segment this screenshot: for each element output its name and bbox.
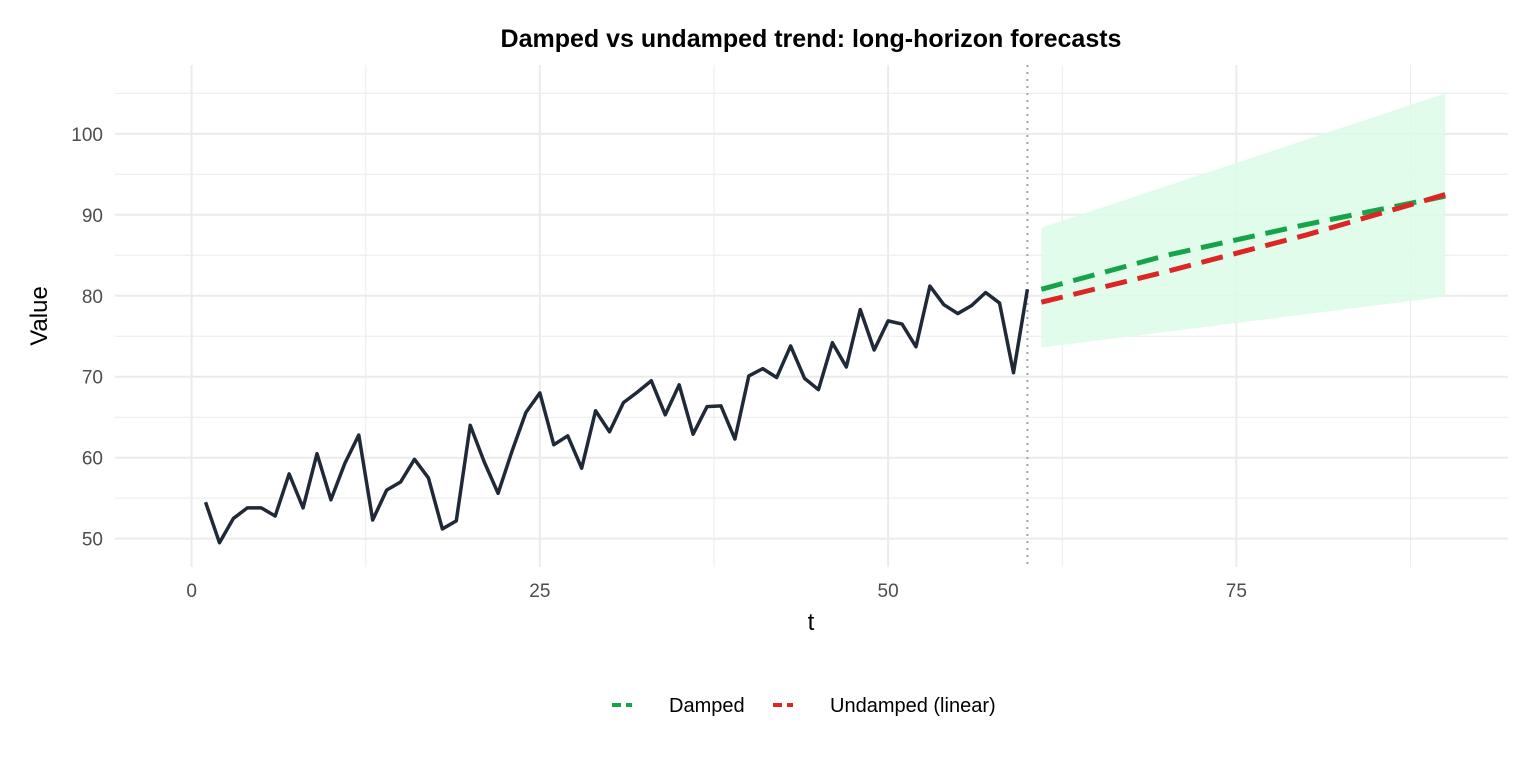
legend-label-damped: Damped [669, 695, 745, 717]
grid-major [115, 65, 1508, 567]
chart-title: Damped vs undamped trend: long-horizon f… [501, 25, 1122, 53]
y-tick-label: 60 [82, 449, 103, 470]
legend-label-undamped: Undamped (linear) [830, 695, 996, 717]
damped-forecast-line [1040, 193, 1446, 292]
grid-minor [115, 65, 1508, 567]
y-tick-label: 90 [82, 206, 103, 227]
y-tick-label: 70 [82, 368, 103, 389]
x-tick-label: 25 [529, 581, 550, 602]
legend: Damped Undamped (linear) [612, 695, 996, 717]
x-tick-label: 75 [1226, 581, 1247, 602]
x-tick-labels: 0 25 50 75 [186, 581, 1247, 602]
y-tick-label: 100 [71, 125, 103, 146]
x-tick-label: 50 [878, 581, 899, 602]
y-tick-label: 50 [82, 530, 103, 551]
x-tick-label: 0 [186, 581, 197, 602]
y-tick-labels: 50 60 70 80 90 100 [71, 125, 103, 551]
prediction-band [1041, 93, 1446, 348]
history-line [203, 284, 1030, 545]
y-axis-title: Value [26, 286, 53, 346]
undamped-forecast-line [1040, 192, 1447, 305]
y-tick-label: 80 [82, 287, 103, 308]
x-axis-title: t [808, 609, 815, 636]
